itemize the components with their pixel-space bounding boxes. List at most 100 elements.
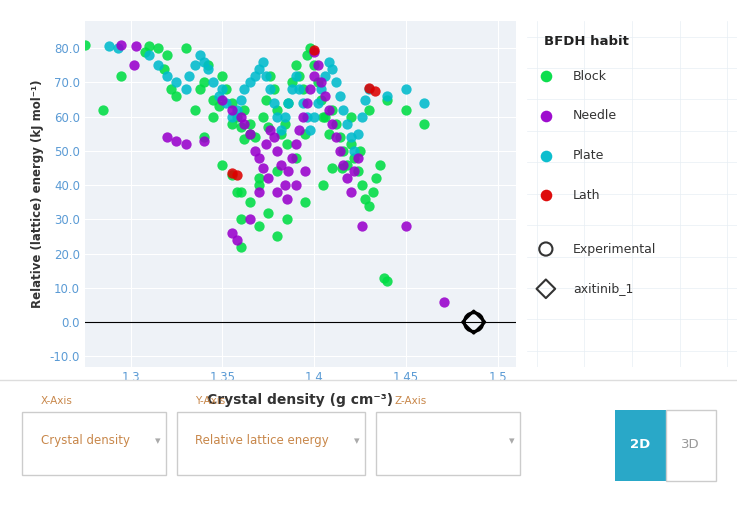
Point [239,85,251,94]
Point [271,106,283,114]
Point [271,147,283,155]
Point [315,85,327,94]
Point [226,171,237,179]
Point [345,133,357,141]
Point [349,147,360,155]
Point [281,215,293,224]
Point [231,106,243,114]
Point [198,58,210,66]
Point [326,106,338,114]
Point [253,174,265,183]
Point [334,133,346,141]
Point [286,79,298,87]
Point [226,169,237,177]
Point [198,79,210,87]
Point [116,41,128,49]
Point [226,99,237,107]
Point [253,153,265,162]
Point [244,215,256,224]
Point [253,222,265,230]
Point [231,171,243,179]
Point [319,92,331,100]
Point [371,174,383,183]
Point [334,92,346,100]
Point [290,140,301,148]
Point [170,136,182,145]
Point [334,147,346,155]
Point [330,120,342,128]
Point [202,64,214,73]
Point [319,71,331,80]
Point [290,153,301,162]
Text: axitinib_1: axitinib_1 [573,282,634,295]
Point [239,106,251,114]
Point [217,71,228,80]
Point [279,181,290,189]
Point [345,112,357,121]
Point [235,123,247,131]
Point [253,64,265,73]
Point [281,140,293,148]
Point [356,112,368,121]
Point [271,112,283,121]
Point [244,129,256,138]
Point [282,167,294,176]
Text: ▾: ▾ [354,436,360,446]
Point [363,83,375,92]
Point [244,198,256,206]
Text: 3D: 3D [681,438,700,451]
Point [308,46,320,54]
Point [153,61,164,70]
Point [198,136,210,145]
Point [253,181,265,189]
Point [256,112,268,121]
Point [180,140,192,148]
Point [367,188,379,196]
Point [213,92,225,100]
Point [161,71,173,80]
Point [116,71,128,80]
Point [143,42,155,50]
Point [102,42,114,50]
Point [268,99,279,107]
Point [360,95,371,103]
Point [400,106,412,114]
Point [189,61,200,70]
Point [260,140,272,148]
Point [207,95,219,103]
Point [262,123,274,131]
Point [268,85,279,94]
Point [297,85,309,94]
Text: Block: Block [573,70,607,83]
Point [279,112,290,121]
Point [323,106,335,114]
Point [419,99,430,107]
X-axis label: Crystal density (g cm⁻³): Crystal density (g cm⁻³) [207,393,394,407]
Point [382,277,394,285]
Text: Lath: Lath [573,189,601,202]
Text: Z-Axis: Z-Axis [394,396,427,407]
Point [299,129,311,138]
Point [352,153,364,162]
Point [299,167,311,176]
Text: ▾: ▾ [155,436,161,446]
Point [165,85,177,94]
Point [338,106,349,114]
Point [250,147,262,155]
Point [180,85,192,94]
Point [297,112,309,121]
Point [235,112,247,121]
Point [548,119,559,127]
Point [368,87,380,95]
Bar [666,410,716,480]
Point [312,61,324,70]
Point [304,44,316,53]
Point [548,240,559,248]
Point [271,167,283,176]
Point [400,222,412,230]
Point [336,164,348,172]
Point [308,71,320,80]
Point [244,79,256,87]
Point [382,95,394,103]
Point [326,164,338,172]
